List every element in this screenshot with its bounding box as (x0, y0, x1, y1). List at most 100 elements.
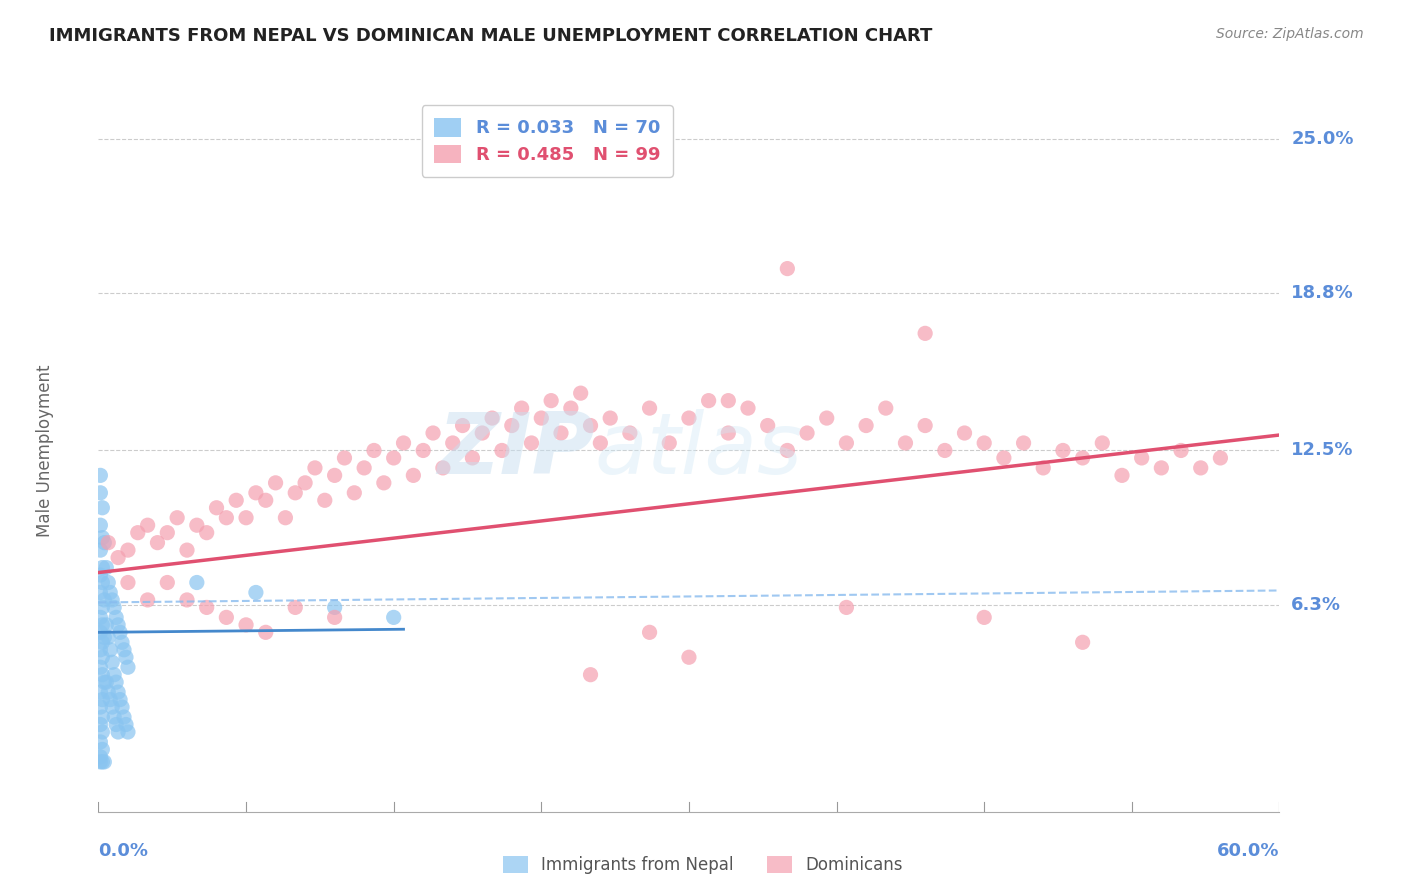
Point (136, 593, 159, 607)
Point (1052, 443, 1074, 458)
Point (89, 485, 111, 500)
Point (98, 692, 121, 706)
Point (756, 418, 779, 433)
Point (195, 525, 218, 540)
Point (117, 725, 139, 739)
Point (176, 593, 198, 607)
Point (91, 531, 114, 545)
Point (91, 742, 114, 756)
Point (815, 411, 838, 425)
Point (382, 450, 405, 465)
Point (89, 585, 111, 599)
Point (91, 575, 114, 590)
Point (107, 685, 129, 699)
Point (875, 401, 897, 416)
Point (560, 401, 582, 416)
Point (934, 443, 956, 458)
Point (1189, 461, 1212, 475)
Point (579, 418, 602, 433)
Point (97, 630, 120, 644)
Point (520, 436, 543, 450)
Point (373, 475, 395, 490)
Point (245, 585, 267, 599)
Point (166, 510, 188, 524)
Point (103, 600, 125, 615)
Point (98, 642, 121, 657)
Point (112, 642, 135, 657)
Point (412, 443, 434, 458)
Point (105, 610, 128, 624)
Text: 0.0%: 0.0% (98, 842, 149, 860)
Point (89, 735, 111, 749)
Point (1071, 635, 1094, 649)
Legend: Immigrants from Nepal, Dominicans: Immigrants from Nepal, Dominicans (496, 849, 910, 881)
Point (215, 510, 238, 524)
Point (111, 635, 134, 649)
Point (1150, 461, 1173, 475)
Point (107, 550, 129, 565)
Point (91, 635, 114, 649)
Point (101, 655, 124, 669)
Point (274, 510, 297, 524)
Point (441, 436, 464, 450)
Point (1071, 450, 1094, 465)
Point (1209, 450, 1232, 465)
Point (678, 650, 700, 665)
Point (215, 610, 238, 624)
Point (97, 685, 120, 699)
Point (156, 575, 179, 590)
Point (432, 461, 454, 475)
Point (186, 518, 208, 533)
Point (264, 475, 287, 490)
Point (89, 642, 111, 657)
Text: 60.0%: 60.0% (1218, 842, 1279, 860)
Point (353, 461, 375, 475)
Point (658, 436, 681, 450)
Point (89, 685, 111, 699)
Point (146, 535, 169, 549)
Point (105, 717, 128, 731)
Point (589, 436, 612, 450)
Point (363, 443, 385, 458)
Text: atlas: atlas (595, 409, 803, 492)
Point (97, 535, 120, 549)
Text: 18.8%: 18.8% (1291, 285, 1354, 302)
Point (89, 625, 111, 640)
Point (835, 436, 858, 450)
Point (717, 425, 740, 440)
Point (89, 610, 111, 624)
Point (93, 593, 115, 607)
Point (855, 418, 877, 433)
Point (254, 625, 277, 640)
Point (111, 700, 134, 714)
Point (254, 493, 277, 508)
Point (481, 411, 503, 425)
Point (108, 625, 131, 640)
Point (91, 600, 114, 615)
Point (894, 436, 917, 450)
Point (91, 725, 114, 739)
Text: ZIP: ZIP (437, 409, 595, 492)
Point (225, 493, 247, 508)
Point (93, 630, 115, 644)
Point (127, 525, 149, 540)
Point (117, 660, 139, 674)
Point (96, 618, 118, 632)
Point (737, 401, 759, 416)
Point (89, 750, 111, 764)
Point (115, 717, 138, 731)
Point (89, 700, 111, 714)
Point (112, 710, 135, 724)
Point (101, 700, 124, 714)
Text: 12.5%: 12.5% (1291, 442, 1354, 459)
Point (176, 543, 198, 558)
Point (491, 443, 513, 458)
Point (579, 667, 602, 681)
Point (304, 461, 326, 475)
Point (461, 450, 484, 465)
Point (599, 411, 621, 425)
Point (638, 625, 661, 640)
Point (294, 475, 316, 490)
Point (105, 675, 128, 690)
Point (91, 560, 114, 574)
